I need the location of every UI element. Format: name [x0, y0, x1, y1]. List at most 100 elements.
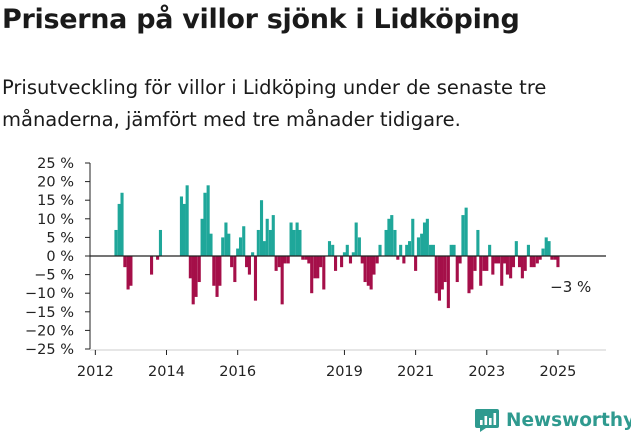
bar: [150, 256, 154, 275]
bar: [316, 256, 320, 279]
y-tick-label: 15 %: [37, 193, 74, 209]
bar: [292, 229, 296, 256]
bar: [313, 256, 317, 279]
bar: [464, 207, 468, 256]
bar: [440, 256, 444, 290]
bar: [491, 256, 495, 275]
bar: [289, 222, 293, 256]
bar: [224, 222, 228, 256]
x-tick-label: 2014: [148, 364, 185, 380]
y-tick-label: −5 %: [34, 268, 74, 284]
bar: [523, 256, 527, 271]
x-tick-label: 2021: [397, 364, 434, 380]
bar: [547, 241, 551, 256]
y-tick-label: 10 %: [37, 212, 74, 228]
bar: [405, 244, 409, 256]
y-tick-label: 5 %: [46, 230, 74, 246]
bar: [387, 218, 391, 256]
bar: [319, 256, 323, 268]
bar: [331, 244, 335, 256]
bar: [416, 237, 421, 256]
bar: [191, 256, 195, 305]
bar: [233, 256, 237, 283]
bar: [262, 241, 266, 256]
bar: [467, 256, 471, 294]
bar: [526, 244, 530, 256]
bar: [511, 256, 516, 268]
bar: [509, 256, 513, 279]
chart-title: Priserna på villor sjönk i Lidköping: [2, 4, 520, 35]
bar-chart: 25 % 20 % 15 % 10 % 5 % 0 % −5 % −10 % −15 % −20 …: [25, 156, 606, 380]
bar: [369, 256, 373, 290]
bar: [307, 256, 311, 264]
bar: [360, 256, 364, 264]
bar: [245, 256, 249, 268]
bar: [553, 256, 557, 260]
bar: [274, 256, 278, 271]
bar: [310, 256, 314, 294]
bar: [304, 256, 308, 260]
bar: [366, 256, 370, 286]
bar: [123, 256, 127, 268]
bar: [372, 256, 376, 275]
bar: [393, 229, 397, 256]
bar: [114, 229, 118, 256]
bar: [496, 256, 501, 264]
bar: [455, 256, 459, 283]
x-tick-label: 2012: [77, 364, 114, 380]
bar: [156, 256, 160, 260]
chart-subtitle: Prisutveckling för villor i Lidköping un…: [2, 76, 547, 131]
bar: [443, 256, 447, 283]
bar: [271, 215, 275, 256]
bar: [197, 256, 201, 283]
x-tick-label: 2025: [540, 364, 577, 380]
bar: [520, 256, 524, 279]
bar: [399, 244, 403, 256]
bar: [188, 256, 192, 279]
bar: [333, 256, 338, 271]
bar: [461, 215, 465, 256]
y-tick-label: −20 %: [25, 323, 74, 339]
bar: [378, 244, 382, 256]
bar: [209, 233, 213, 256]
bar: [227, 233, 231, 256]
bar: [230, 256, 234, 268]
bar: [517, 256, 522, 268]
bar: [215, 256, 219, 297]
bar: [375, 256, 379, 264]
bar: [236, 248, 240, 256]
bar: [414, 256, 418, 271]
bar: [182, 203, 186, 256]
y-tick-label: 20 %: [37, 175, 74, 191]
bar: [117, 203, 121, 256]
bar: [280, 256, 284, 305]
bar: [544, 237, 548, 256]
bar: [434, 256, 438, 294]
bar: [473, 256, 477, 271]
brand-logo: Newsworthy: [474, 407, 631, 433]
bar: [363, 256, 367, 283]
bar: [268, 229, 272, 256]
bar: [348, 256, 353, 264]
bar: [494, 256, 498, 264]
bar: [476, 229, 480, 256]
x-tick-label: 2019: [326, 364, 363, 380]
x-tick-label: 2016: [219, 364, 256, 380]
bar: [529, 256, 533, 268]
y-tick-label: −15 %: [25, 305, 74, 321]
bar: [550, 256, 554, 260]
bar: [327, 241, 332, 256]
y-tick-label: −25 %: [25, 342, 74, 358]
bar: [431, 244, 435, 256]
bar: [206, 185, 210, 256]
bar: [505, 256, 509, 275]
bar: [488, 244, 492, 256]
bar: [253, 256, 258, 301]
bar: [482, 256, 486, 271]
bar: [556, 256, 560, 268]
bar: [126, 256, 130, 290]
bar: [446, 256, 450, 309]
bar: [322, 256, 326, 290]
bar: [277, 256, 281, 268]
bar: [251, 252, 255, 256]
